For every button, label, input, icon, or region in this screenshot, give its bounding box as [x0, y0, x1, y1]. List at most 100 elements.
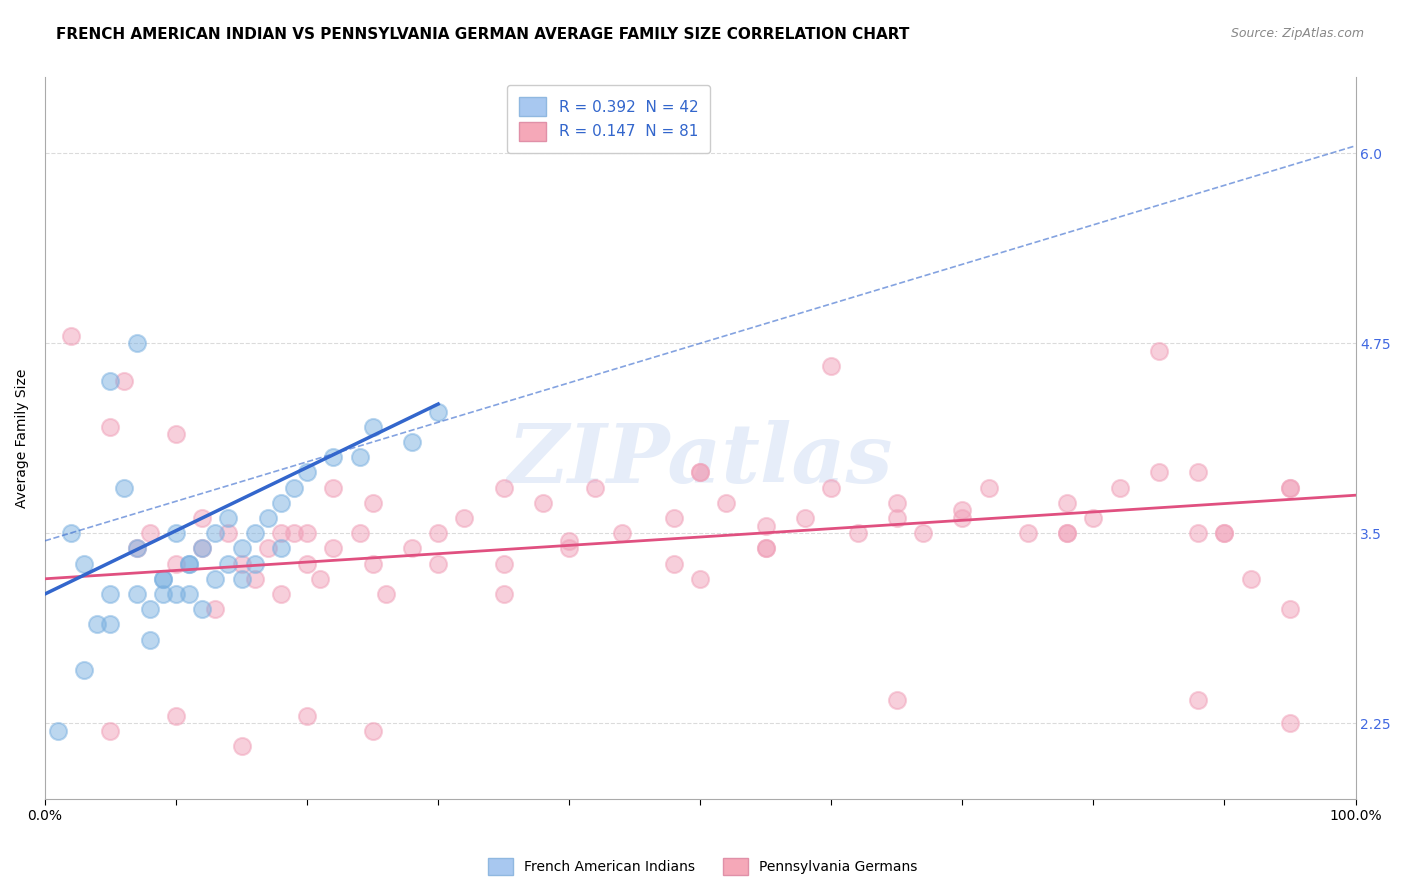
Point — [231, 541, 253, 556]
Text: Source: ZipAtlas.com: Source: ZipAtlas.com — [1230, 27, 1364, 40]
Point — [583, 481, 606, 495]
Point — [1278, 602, 1301, 616]
Point — [191, 541, 214, 556]
Point — [349, 450, 371, 465]
Point — [662, 557, 685, 571]
Point — [349, 526, 371, 541]
Point — [256, 511, 278, 525]
Point — [270, 496, 292, 510]
Point — [558, 533, 581, 548]
Point — [1278, 481, 1301, 495]
Point — [1017, 526, 1039, 541]
Point — [217, 557, 239, 571]
Point — [322, 450, 344, 465]
Point — [755, 541, 778, 556]
Point — [977, 481, 1000, 495]
Point — [401, 541, 423, 556]
Point — [950, 503, 973, 517]
Point — [231, 739, 253, 753]
Point — [295, 526, 318, 541]
Y-axis label: Average Family Size: Average Family Size — [15, 368, 30, 508]
Text: FRENCH AMERICAN INDIAN VS PENNSYLVANIA GERMAN AVERAGE FAMILY SIZE CORRELATION CH: FRENCH AMERICAN INDIAN VS PENNSYLVANIA G… — [56, 27, 910, 42]
Point — [73, 557, 96, 571]
Point — [453, 511, 475, 525]
Point — [558, 541, 581, 556]
Point — [322, 541, 344, 556]
Point — [689, 466, 711, 480]
Point — [1056, 526, 1078, 541]
Point — [179, 557, 201, 571]
Point — [73, 663, 96, 677]
Point — [165, 526, 187, 541]
Point — [283, 481, 305, 495]
Point — [100, 723, 122, 738]
Point — [911, 526, 934, 541]
Point — [295, 466, 318, 480]
Point — [295, 708, 318, 723]
Point — [295, 557, 318, 571]
Point — [46, 723, 69, 738]
Point — [243, 557, 266, 571]
Point — [112, 481, 135, 495]
Point — [610, 526, 633, 541]
Point — [1187, 466, 1209, 480]
Point — [1056, 526, 1078, 541]
Point — [427, 557, 450, 571]
Point — [152, 572, 174, 586]
Point — [179, 587, 201, 601]
Point — [270, 541, 292, 556]
Point — [1213, 526, 1236, 541]
Point — [204, 526, 226, 541]
Point — [152, 587, 174, 601]
Point — [60, 526, 83, 541]
Point — [179, 557, 201, 571]
Point — [270, 587, 292, 601]
Point — [125, 587, 148, 601]
Point — [689, 572, 711, 586]
Point — [361, 420, 384, 434]
Point — [1187, 526, 1209, 541]
Point — [243, 572, 266, 586]
Point — [1187, 693, 1209, 707]
Point — [1056, 496, 1078, 510]
Legend: R = 0.392  N = 42, R = 0.147  N = 81: R = 0.392 N = 42, R = 0.147 N = 81 — [506, 85, 710, 153]
Point — [401, 435, 423, 450]
Point — [86, 617, 108, 632]
Point — [492, 587, 515, 601]
Point — [139, 632, 162, 647]
Point — [492, 481, 515, 495]
Point — [112, 374, 135, 388]
Point — [1083, 511, 1105, 525]
Point — [165, 557, 187, 571]
Point — [886, 496, 908, 510]
Point — [191, 511, 214, 525]
Point — [1278, 481, 1301, 495]
Point — [755, 518, 778, 533]
Point — [165, 587, 187, 601]
Point — [100, 587, 122, 601]
Point — [309, 572, 332, 586]
Point — [217, 526, 239, 541]
Point — [139, 526, 162, 541]
Point — [60, 328, 83, 343]
Point — [1108, 481, 1130, 495]
Point — [427, 405, 450, 419]
Point — [361, 723, 384, 738]
Point — [950, 511, 973, 525]
Point — [886, 511, 908, 525]
Point — [191, 602, 214, 616]
Point — [283, 526, 305, 541]
Point — [662, 511, 685, 525]
Legend: French American Indians, Pennsylvania Germans: French American Indians, Pennsylvania Ge… — [482, 853, 924, 880]
Point — [165, 427, 187, 442]
Point — [492, 557, 515, 571]
Point — [100, 420, 122, 434]
Point — [322, 481, 344, 495]
Point — [374, 587, 396, 601]
Point — [217, 511, 239, 525]
Point — [1147, 466, 1170, 480]
Point — [755, 541, 778, 556]
Point — [139, 602, 162, 616]
Point — [1213, 526, 1236, 541]
Point — [270, 526, 292, 541]
